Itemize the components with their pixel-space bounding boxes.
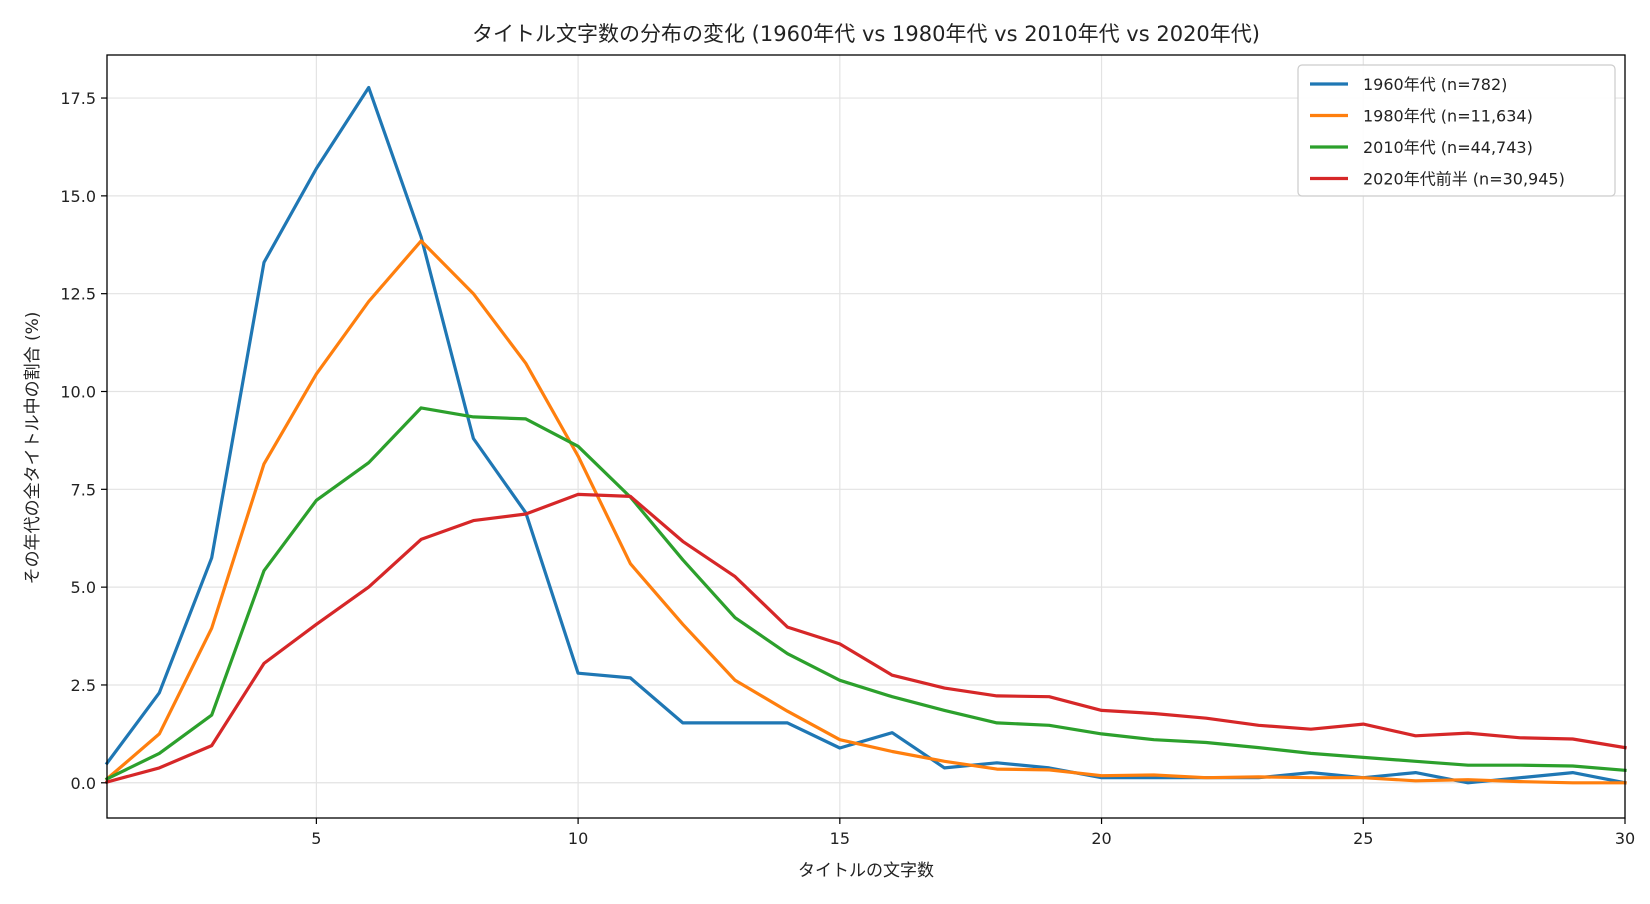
y-tick-label-2: 5.0 — [71, 578, 96, 597]
chart-title: タイトル文字数の分布の変化 (1960年代 vs 1980年代 vs 2010年… — [472, 22, 1260, 46]
legend-box — [1297, 64, 1616, 197]
series-lines — [104, 85, 1627, 785]
legend-label-1: 1980年代 (n=11,634) — [1363, 107, 1533, 126]
y-tick-label-4: 10.0 — [60, 383, 96, 402]
y-tick-label-1: 2.5 — [71, 676, 96, 695]
series-line-1 — [104, 239, 1627, 785]
x-tick-label-1: 10 — [568, 829, 588, 848]
y-tick-label-6: 15.0 — [60, 187, 96, 206]
x-tick-label-3: 20 — [1091, 829, 1111, 848]
x-tick-label-0: 5 — [311, 829, 321, 848]
y-axis-label: その年代の全タイトル中の割合 (%) — [23, 312, 43, 585]
y-tick-label-5: 12.5 — [60, 285, 96, 304]
series-line-2 — [104, 406, 1627, 782]
plot-frame — [106, 54, 1626, 819]
x-tick-label-2: 15 — [830, 829, 850, 848]
x-tick-label-4: 25 — [1353, 829, 1373, 848]
series-line-3 — [105, 492, 1627, 784]
x-axis-label: タイトルの文字数 — [798, 861, 934, 881]
legend-label-3: 2020年代前半 (n=30,945) — [1363, 170, 1565, 189]
x-tick-label-5: 30 — [1615, 829, 1635, 848]
legend: 1960年代 (n=782) 1980年代 (n=11,634) 2010年代 (n… — [1297, 64, 1616, 197]
grid-lines — [107, 55, 1626, 818]
y-tick-label-0: 0.0 — [71, 774, 96, 793]
y-tick-label-7: 17.5 — [60, 89, 96, 108]
legend-label-2: 2010年代 (n=44,743) — [1363, 138, 1533, 157]
y-tick-label-3: 7.5 — [71, 480, 96, 499]
axes: 5 10 15 20 25 30 0.0 2.5 5.0 7.5 10.0 12.5 15.0 17.5 — [60, 54, 1635, 848]
legend-label-0: 1960年代 (n=782) — [1363, 75, 1507, 94]
